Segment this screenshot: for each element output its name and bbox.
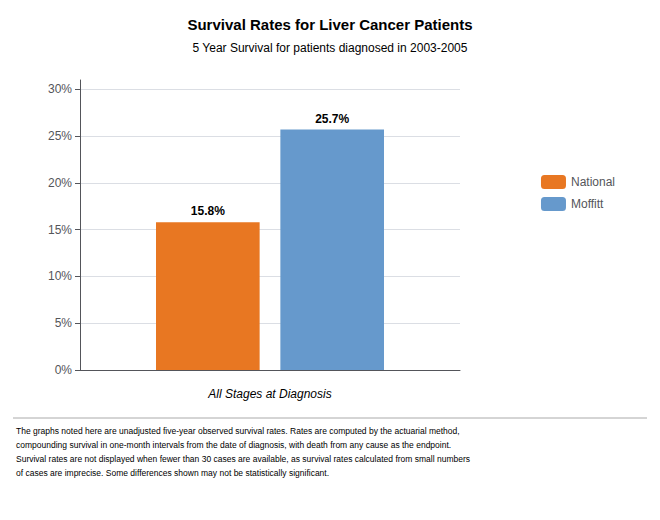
svg-text:The graphs noted here are unad: The graphs noted here are unadjusted fiv… (16, 426, 460, 436)
svg-text:compounding survival in one-mo: compounding survival in one-month interv… (16, 440, 451, 450)
svg-text:5 Year Survival for patients d: 5 Year Survival for patients diagnosed i… (193, 41, 468, 55)
svg-text:15%: 15% (48, 223, 72, 237)
svg-text:0%: 0% (55, 363, 73, 377)
svg-text:Survival rates are not display: Survival rates are not displayed when fe… (16, 454, 470, 464)
svg-text:Survival Rates for Liver Cance: Survival Rates for Liver Cancer Patients (187, 16, 472, 33)
svg-text:25.7%: 25.7% (315, 112, 349, 126)
svg-text:5%: 5% (55, 316, 73, 330)
svg-text:10%: 10% (48, 269, 72, 283)
svg-text:All Stages at Diagnosis: All Stages at Diagnosis (207, 387, 331, 401)
svg-text:25%: 25% (48, 129, 72, 143)
svg-text:30%: 30% (48, 82, 72, 96)
svg-text:of cases are imprecise. Some d: of cases are imprecise. Some differences… (16, 468, 329, 478)
svg-text:15.8%: 15.8% (191, 204, 225, 218)
svg-text:20%: 20% (48, 176, 72, 190)
svg-text:National: National (571, 175, 615, 189)
svg-text:Moffitt: Moffitt (571, 197, 604, 211)
